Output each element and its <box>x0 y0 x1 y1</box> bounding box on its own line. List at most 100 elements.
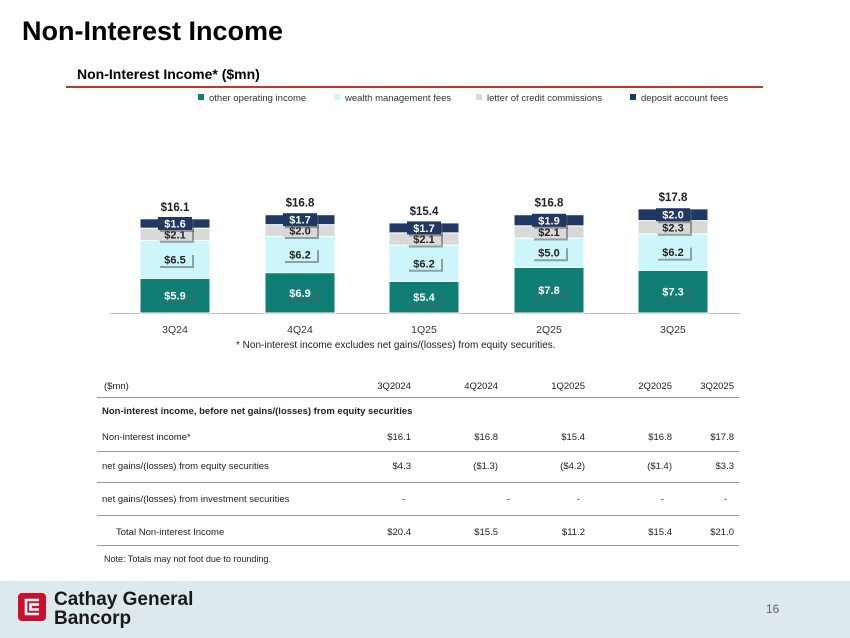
data-label-box <box>407 290 441 304</box>
data-label: $6.5 <box>164 254 185 266</box>
legend-item-deposit-account-fees: deposit account fees <box>630 93 728 104</box>
table-cell: ($1.3) <box>473 461 498 472</box>
table-cell: $15.5 <box>474 527 498 538</box>
total-label: $16.1 <box>161 202 190 214</box>
data-label: $2.1 <box>538 227 559 239</box>
chart-footnote: * Non-interest income excludes net gains… <box>236 340 556 351</box>
data-label: $1.7 <box>413 223 434 235</box>
legend-label: wealth management fees <box>345 93 452 104</box>
table-cell: - <box>506 494 510 505</box>
table-cell: $4.3 <box>392 461 412 472</box>
data-label: $2.1 <box>413 234 434 246</box>
table-cell: $3.3 <box>715 461 735 472</box>
table-unit-label: ($mn) <box>104 381 129 392</box>
table-cell: - <box>660 494 664 505</box>
chart-legend: other operating income wealth management… <box>0 93 850 107</box>
data-label: $2.0 <box>289 226 310 238</box>
data-label-box <box>158 289 192 303</box>
table-row-divider <box>97 451 739 452</box>
data-label: $5.0 <box>538 248 559 260</box>
table-row-label: Non-interest income* <box>102 432 191 443</box>
table-row-label: Total Non-interest Income <box>116 527 225 538</box>
legend-swatch-icon <box>198 94 204 100</box>
legend-item-letter-of-credit-commissions: letter of credit commissions <box>476 93 602 104</box>
data-label-box <box>158 252 192 266</box>
data-label: $6.2 <box>289 250 310 262</box>
table-cell: ($4.2) <box>560 461 585 472</box>
x-tick-label: 1Q25 <box>411 324 437 335</box>
data-label-box <box>407 256 441 270</box>
data-label-box <box>656 245 690 259</box>
data-label-box <box>283 248 317 261</box>
data-label: $2.1 <box>164 229 185 241</box>
table-section-title: Non-interest income, before net gains/(l… <box>102 406 413 417</box>
data-label-box <box>656 208 690 222</box>
data-label-box <box>656 285 690 299</box>
data-label-box <box>283 213 317 227</box>
legend-item-other-operating-income: other operating income <box>198 93 306 104</box>
table-row-divider <box>97 515 739 516</box>
page-number: 16 <box>766 602 780 616</box>
data-label: $6.2 <box>662 247 683 259</box>
table-cell: - <box>576 494 580 505</box>
data-label-box <box>656 220 690 234</box>
bar-segment <box>637 233 709 271</box>
table-row-divider <box>97 482 739 483</box>
legend-label: letter of credit commissions <box>487 93 603 104</box>
table-cell: $20.4 <box>387 527 411 538</box>
data-label: $6.2 <box>413 258 434 270</box>
table-cell: $15.4 <box>561 432 585 443</box>
cathay-logo-icon <box>18 593 46 621</box>
slide-title: Non-Interest Income <box>22 16 284 46</box>
table-row-label: net gains/(losses) from investment secur… <box>102 494 290 505</box>
table-cell: $11.2 <box>561 527 585 538</box>
legend-item-wealth-management-fees: wealth management fees <box>334 93 451 104</box>
data-label: $7.3 <box>662 287 683 299</box>
data-label-box <box>283 286 317 300</box>
data-label-box <box>158 216 192 230</box>
table-col-header: 3Q2024 <box>377 381 411 392</box>
total-label: $17.8 <box>659 192 688 204</box>
stacked-bar-chart: $5.9$6.5$2.1$1.6$16.13Q24$6.9$6.2$2.0$1.… <box>110 192 740 335</box>
legend-label: deposit account fees <box>641 93 729 104</box>
table-cell: - <box>723 494 727 505</box>
data-label: $6.9 <box>289 288 310 300</box>
table-cell: $15.4 <box>648 527 672 538</box>
footer-band <box>0 581 850 638</box>
table-col-header: 3Q2025 <box>700 381 734 392</box>
x-tick-label: 2Q25 <box>536 324 562 335</box>
table-row-label: net gains/(losses) from equity securitie… <box>102 461 269 472</box>
title-divider <box>66 86 763 88</box>
table-col-header: 1Q2025 <box>551 381 585 392</box>
data-label-box <box>532 213 566 227</box>
data-label: $5.9 <box>164 291 185 303</box>
table-cell: $16.1 <box>387 432 411 443</box>
data-label: $2.0 <box>662 210 683 222</box>
x-tick-label: 3Q25 <box>660 324 686 335</box>
brand-name-line2: Bancorp <box>54 608 132 629</box>
data-label: $1.9 <box>538 215 559 227</box>
legend-swatch-icon <box>476 94 482 100</box>
data-label: $7.8 <box>538 285 559 297</box>
table-note: Note: Totals may not foot due to roundin… <box>104 554 271 564</box>
data-label: $2.3 <box>662 222 683 234</box>
legend-swatch-icon <box>334 94 340 100</box>
total-label: $15.4 <box>410 206 439 218</box>
legend-label: other operating income <box>209 93 307 104</box>
data-label: $5.4 <box>413 292 435 304</box>
brand-name-line1: Cathay General <box>54 589 194 610</box>
total-label: $16.8 <box>286 198 315 210</box>
table-cell: $21.0 <box>710 527 734 538</box>
data-label: $1.6 <box>164 218 185 230</box>
x-tick-label: 3Q24 <box>162 324 188 335</box>
table-col-header: 2Q2025 <box>638 381 672 392</box>
data-label: $1.7 <box>289 215 310 227</box>
total-label: $16.8 <box>535 198 564 210</box>
chart-title: Non-Interest Income* ($mn) <box>77 66 260 82</box>
table-cell: $16.8 <box>648 432 672 443</box>
table-cell: $17.8 <box>710 432 734 443</box>
table-cell: $16.8 <box>474 432 498 443</box>
data-label-box <box>532 283 566 297</box>
table-header-divider <box>97 397 739 398</box>
data-label-box <box>407 221 441 235</box>
